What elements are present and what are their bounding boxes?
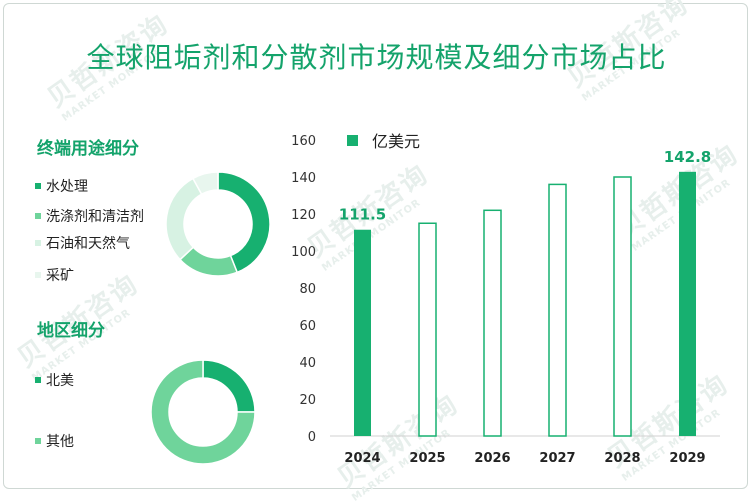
region-heading: 地区细分 [37, 321, 105, 341]
application-legend-item: 采矿 [35, 265, 74, 285]
y-tick-label: 80 [299, 282, 316, 297]
legend-label: 其他 [46, 434, 74, 450]
x-tick-label: 2025 [409, 451, 445, 466]
legend-label: 洗涤剂和清洁剂 [46, 209, 144, 225]
data-label: 142.8 [664, 148, 711, 166]
region-donut-slice [150, 359, 256, 465]
legend-swatch [347, 135, 358, 146]
y-tick-label: 40 [299, 356, 316, 371]
series-legend-label: 亿美元 [372, 132, 420, 151]
chart-frame [3, 3, 748, 489]
legend-label: 石油和天然气 [46, 236, 130, 252]
bar [418, 222, 437, 437]
bar [548, 183, 567, 437]
x-tick-label: 2027 [539, 451, 575, 466]
y-tick-label: 140 [291, 171, 316, 186]
bar [354, 229, 371, 436]
application-legend-item: 石油和天然气 [35, 233, 130, 253]
legend-swatch [35, 213, 41, 219]
data-label: 111.5 [339, 206, 386, 224]
x-tick-label: 2028 [604, 451, 640, 466]
application-heading: 终端用途细分 [37, 139, 139, 159]
x-tick-label: 2029 [669, 451, 705, 466]
application-donut-slice [191, 171, 219, 196]
legend-label: 水处理 [46, 179, 88, 195]
legend-label: 采矿 [46, 268, 74, 284]
x-tick-label: 2026 [474, 451, 510, 466]
y-tick-label: 160 [291, 134, 316, 149]
bar [483, 209, 502, 437]
y-tick-label: 20 [299, 393, 316, 408]
y-tick-label: 0 [308, 430, 316, 445]
legend-swatch [35, 240, 41, 246]
application-legend-item: 水处理 [35, 176, 88, 196]
chart-title: 全球阻垢剂和分散剂市场规模及细分市场占比 [86, 41, 667, 74]
bar [679, 171, 696, 436]
legend-swatch [35, 438, 41, 444]
y-tick-label: 60 [299, 319, 316, 334]
legend-swatch [35, 377, 41, 383]
y-tick-label: 120 [291, 208, 316, 223]
legend-swatch [35, 183, 41, 189]
legend-swatch [35, 272, 41, 278]
application-legend-item: 洗涤剂和清洁剂 [35, 206, 144, 226]
region-legend-item: 其他 [35, 431, 74, 451]
y-tick-label: 100 [291, 245, 316, 260]
x-tick-label: 2024 [344, 451, 380, 466]
legend-label: 北美 [46, 373, 74, 389]
bar [613, 176, 632, 437]
region-legend-item: 北美 [35, 370, 74, 390]
